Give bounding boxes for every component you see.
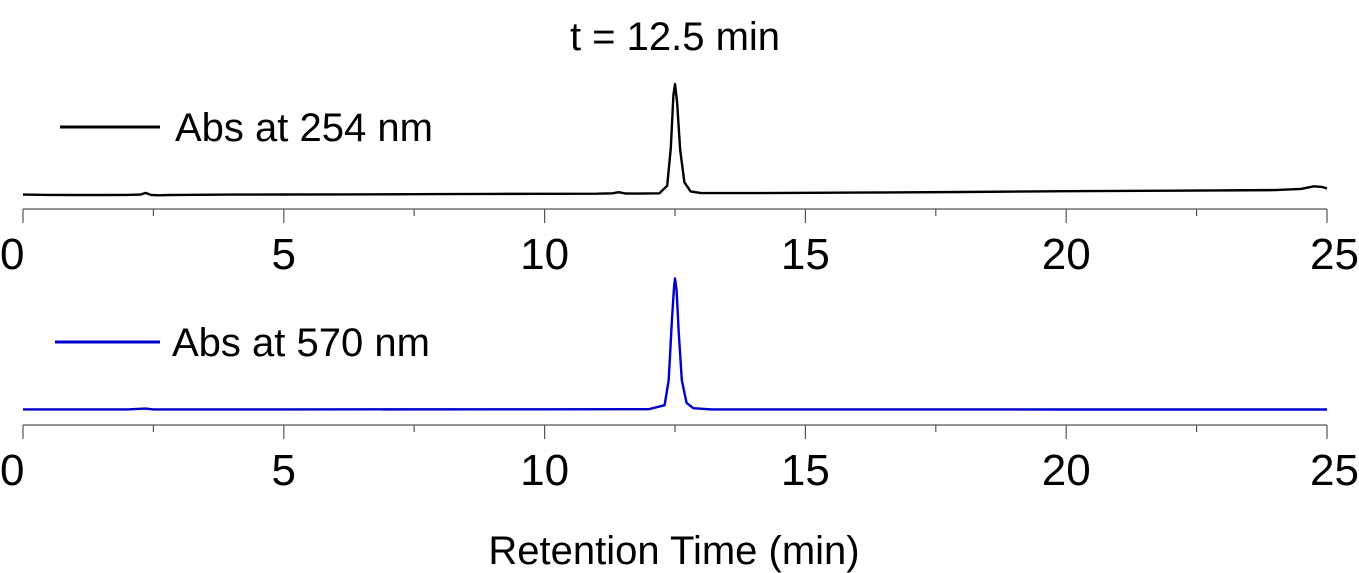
x-tick-label: 10: [520, 230, 569, 279]
peak-annotation: t = 12.5 min: [570, 15, 780, 59]
x-tick-label: 25: [1310, 446, 1359, 495]
x-tick-label: 25: [1310, 230, 1359, 279]
trace-570nm: [23, 277, 1327, 411]
trace-254nm: [22, 82, 1328, 197]
x-tick-label: 10: [520, 446, 569, 495]
x-axis-title: Retention Time (min): [488, 529, 859, 573]
x-tick-label: 0: [0, 446, 24, 495]
x-tick-label: 20: [1042, 446, 1091, 495]
x-axis-bottom: [22, 424, 1328, 439]
legend-label-570nm: Abs at 570 nm: [172, 321, 430, 365]
panel-570nm: 0 5 10 15 20 25 Abs at 570 nm: [0, 277, 1359, 495]
x-axis-top: [22, 208, 1328, 223]
legend-label-254nm: Abs at 254 nm: [175, 106, 433, 150]
x-tick-labels-bottom: 0 5 10 15 20 25: [0, 446, 1359, 495]
x-tick-label: 15: [781, 230, 830, 279]
x-tick-label: 15: [781, 446, 830, 495]
x-tick-label: 5: [272, 446, 296, 495]
panel-254nm: 0 5 10 15 20 25 Abs at 254 nm: [0, 82, 1359, 279]
x-tick-label: 5: [272, 230, 296, 279]
x-tick-label: 0: [0, 230, 24, 279]
x-tick-label: 20: [1042, 230, 1091, 279]
x-tick-labels-top: 0 5 10 15 20 25: [0, 230, 1359, 279]
